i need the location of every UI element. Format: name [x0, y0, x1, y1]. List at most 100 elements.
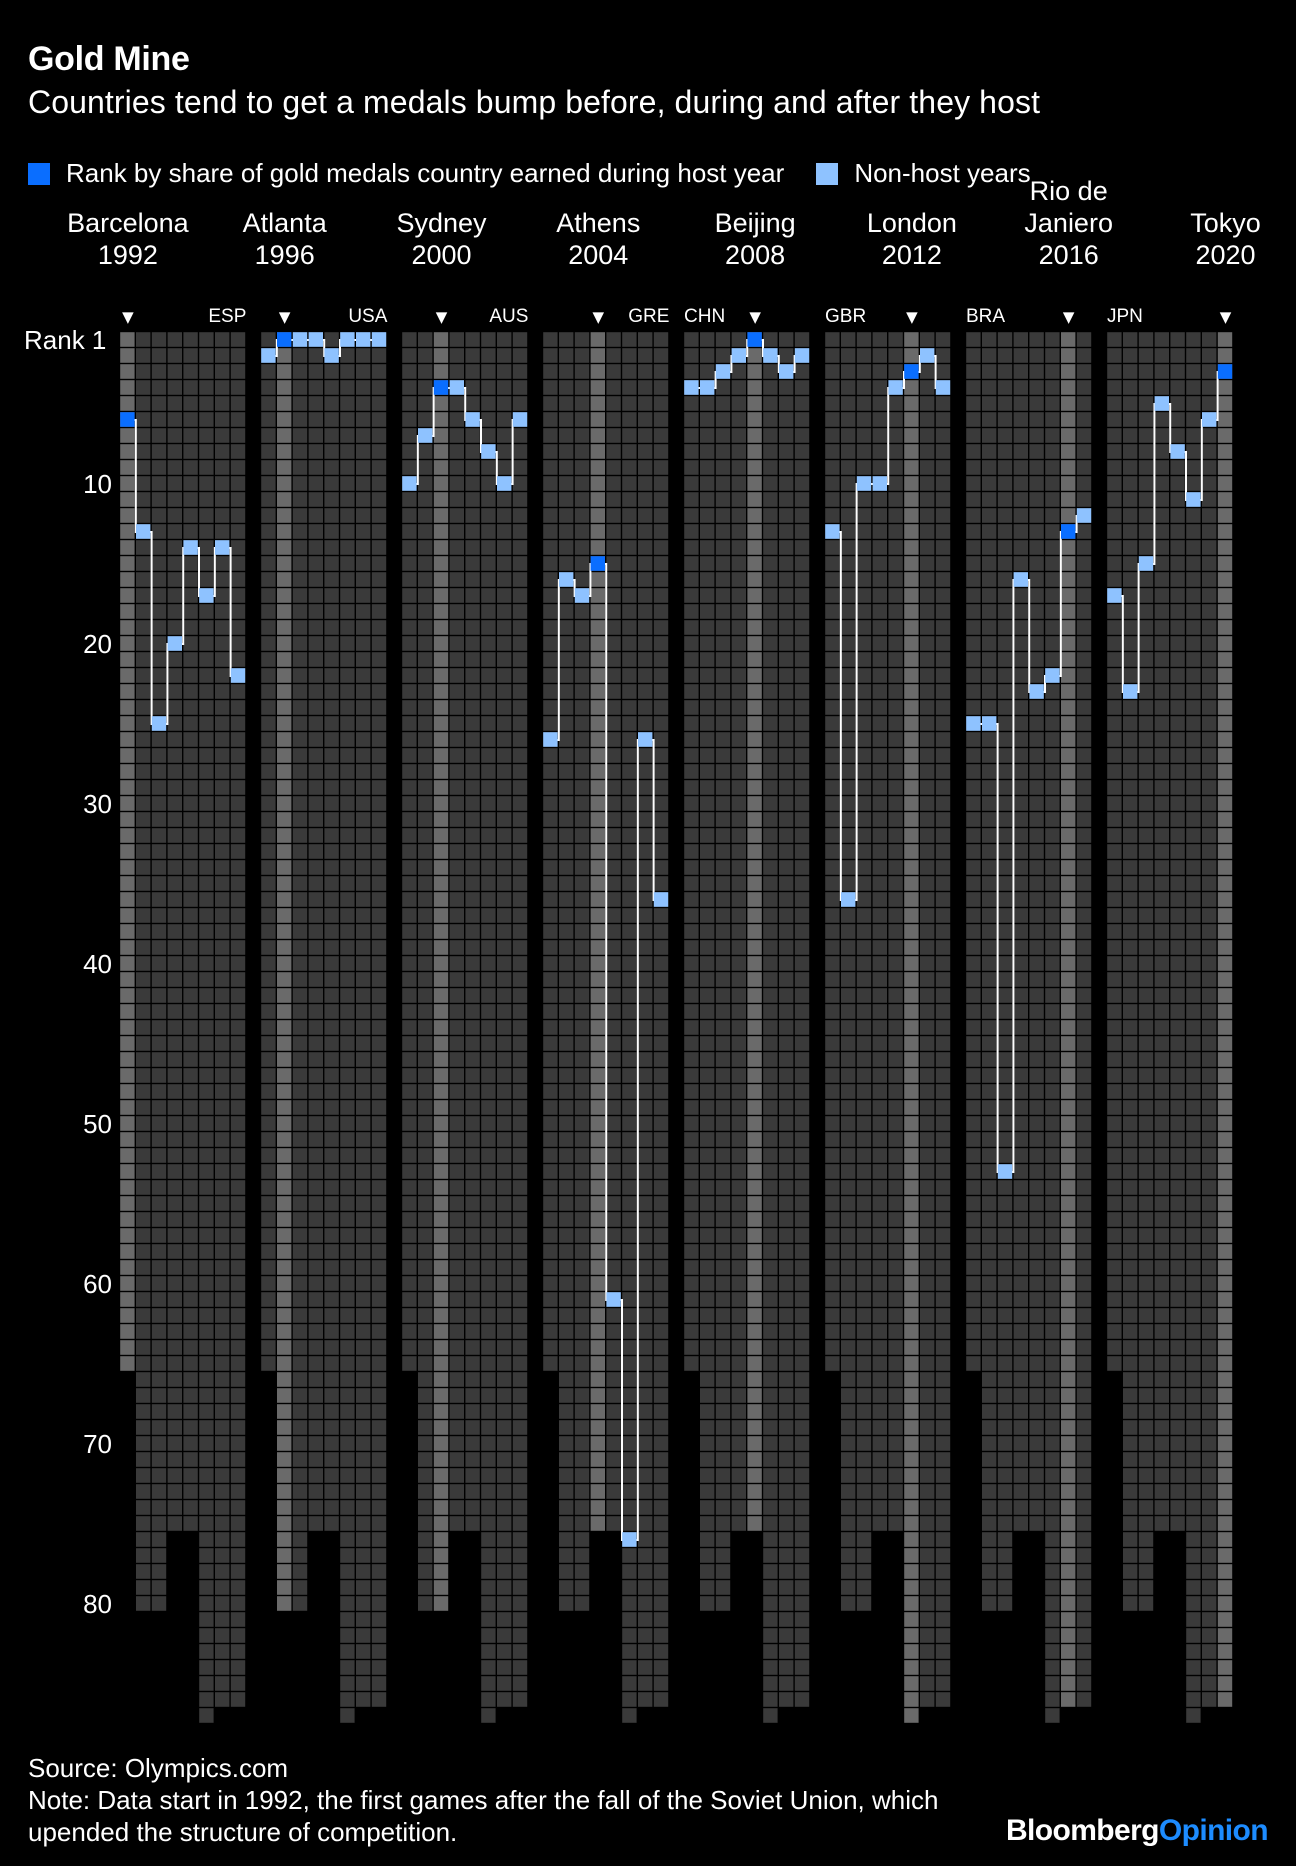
- grid-cell: [136, 1148, 151, 1163]
- grid-cell: [888, 476, 903, 491]
- grid-cell: [794, 1180, 810, 1195]
- grid-cell: [872, 380, 887, 395]
- grid-cell: [167, 1180, 182, 1195]
- grid-cell: [1107, 924, 1122, 939]
- grid-cell: [1186, 1100, 1201, 1115]
- grid-cell: [935, 924, 951, 939]
- grid-cell: [277, 1468, 292, 1483]
- grid-cell: [215, 1084, 230, 1099]
- grid-cell: [920, 524, 935, 539]
- grid-cell: [1186, 636, 1201, 651]
- grid-cell: [872, 556, 887, 571]
- grid-cell: [340, 1340, 355, 1355]
- grid-cell: [1186, 1036, 1201, 1051]
- grid-cell: [512, 892, 528, 907]
- grid-cell: [402, 380, 417, 395]
- grid-cell: [904, 1276, 919, 1291]
- grid-cell: [779, 908, 794, 923]
- grid-cell: [606, 924, 621, 939]
- grid-cell: [684, 428, 699, 443]
- grid-cell: [1061, 1452, 1076, 1467]
- grid-cell: [997, 812, 1013, 827]
- grid-cell: [982, 1452, 997, 1467]
- grid-cell: [715, 588, 731, 603]
- grid-cell: [966, 1148, 981, 1163]
- grid-cell: [215, 668, 230, 683]
- grid-cell: [433, 524, 449, 539]
- grid-cell: [1186, 364, 1201, 379]
- grid-cell: [292, 540, 308, 555]
- grid-cell: [920, 476, 935, 491]
- grid-cell: [715, 684, 731, 699]
- grid-cell: [277, 540, 292, 555]
- grid-cell: [183, 1468, 198, 1483]
- grid-cell: [841, 1564, 856, 1579]
- grid-cell: [779, 684, 794, 699]
- grid-cell: [966, 892, 981, 907]
- grid-cell: [1138, 1500, 1154, 1515]
- grid-cell: [371, 1660, 387, 1675]
- grid-cell: [622, 956, 637, 971]
- grid-cell: [1076, 1692, 1092, 1707]
- grid-cell: [1138, 1196, 1154, 1211]
- grid-cell: [872, 1276, 887, 1291]
- grid-cell: [904, 1212, 919, 1227]
- grid-cell: [982, 972, 997, 987]
- grid-cell: [1138, 1356, 1154, 1371]
- grid-cell: [543, 796, 558, 811]
- grid-cell: [841, 556, 856, 571]
- grid-cell: [856, 1196, 872, 1211]
- grid-cell: [1045, 1084, 1060, 1099]
- grid-cell: [935, 668, 951, 683]
- grid-cell: [684, 1036, 699, 1051]
- grid-cell: [277, 1196, 292, 1211]
- grid-cell: [856, 348, 872, 363]
- grid-cell: [1045, 1052, 1060, 1067]
- grid-cell: [1013, 540, 1028, 555]
- grid-cell: [183, 1500, 198, 1515]
- grid-cell: [371, 1324, 387, 1339]
- grid-cell: [277, 1548, 292, 1563]
- grid-cell: [1076, 1548, 1092, 1563]
- grid-cell: [794, 892, 810, 907]
- grid-cell: [340, 1532, 355, 1547]
- grid-cell: [215, 364, 230, 379]
- grid-cell: [1123, 1484, 1138, 1499]
- grid-cell: [230, 924, 246, 939]
- grid-cell: [277, 524, 292, 539]
- grid-cell: [215, 508, 230, 523]
- grid-cell: [1123, 812, 1138, 827]
- grid-cell: [622, 396, 637, 411]
- grid-cell: [433, 972, 449, 987]
- grid-cell: [920, 732, 935, 747]
- grid-cell: [277, 1484, 292, 1499]
- grid-cell: [856, 604, 872, 619]
- grid-cell: [590, 572, 605, 587]
- grid-cell: [120, 892, 135, 907]
- grid-cell: [1076, 412, 1092, 427]
- grid-cell: [872, 540, 887, 555]
- grid-cell: [763, 812, 778, 827]
- grid-cell: [512, 348, 528, 363]
- grid-cell: [700, 732, 715, 747]
- grid-cell: [1186, 652, 1201, 667]
- grid-cell: [684, 1116, 699, 1131]
- grid-cell: [261, 940, 276, 955]
- grid-cell: [151, 972, 167, 987]
- grid-cell: [1123, 1516, 1138, 1531]
- grid-cell: [167, 1132, 182, 1147]
- grid-cell: [872, 1388, 887, 1403]
- grid-cell: [590, 428, 605, 443]
- grid-cell: [779, 508, 794, 523]
- grid-cell: [261, 1196, 276, 1211]
- grid-cell: [356, 796, 371, 811]
- grid-cell: [402, 332, 417, 347]
- grid-cell: [622, 476, 637, 491]
- grid-cell: [700, 1260, 715, 1275]
- grid-cell: [449, 1068, 464, 1083]
- grid-cell: [1186, 1340, 1201, 1355]
- grid-cell: [715, 1052, 731, 1067]
- grid-cell: [1045, 1292, 1060, 1307]
- grid-cell: [433, 620, 449, 635]
- grid-cell: [904, 684, 919, 699]
